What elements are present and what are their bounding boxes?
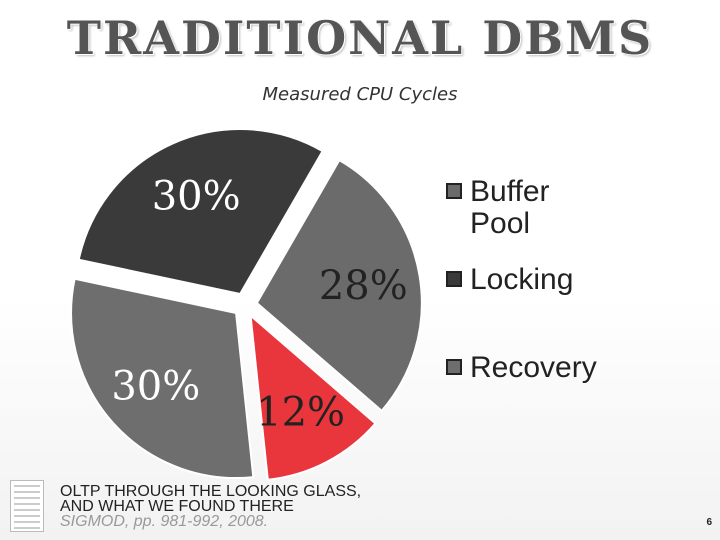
citation-line-2: AND WHAT WE FOUND THERE [60, 498, 294, 515]
pie-slice-1 [255, 158, 423, 413]
pie-slice-2 [249, 313, 377, 481]
citation: OLTP THROUGH THE LOOKING GLASS, AND WHAT… [60, 483, 500, 530]
paper-thumbnail [10, 480, 44, 532]
chart-title: Measured CPU Cycles [262, 84, 458, 105]
legend-item-recovery: Recovery [446, 351, 597, 384]
pie-slice-3 [70, 277, 255, 479]
slice-label-4: 30% [152, 173, 241, 219]
legend-label-locking: Locking [470, 263, 574, 296]
legend-swatch-recovery [446, 359, 462, 375]
legend-item-buffer-pool: Buffer Pool [446, 176, 590, 240]
pie-slice-4 [77, 128, 324, 296]
citation-line-1: OLTP THROUGH THE LOOKING GLASS, [60, 483, 362, 500]
citation-venue: SIGMOD, pp. 981-992, 2008. [60, 513, 269, 530]
slice-label-3: 30% [111, 363, 200, 409]
legend-swatch-locking [446, 271, 462, 287]
slice-label-1: 28% [319, 263, 408, 309]
legend-label-recovery: Recovery [470, 351, 597, 384]
page-number: 6 [706, 517, 712, 528]
slide-title: TRADITIONAL DBMS [66, 11, 654, 65]
slice-label-2: 12% [256, 389, 345, 435]
legend-label-buffer-pool: Buffer Pool [470, 175, 550, 240]
legend-swatch-buffer-pool [446, 183, 462, 199]
legend-item-locking: Locking [446, 264, 590, 296]
